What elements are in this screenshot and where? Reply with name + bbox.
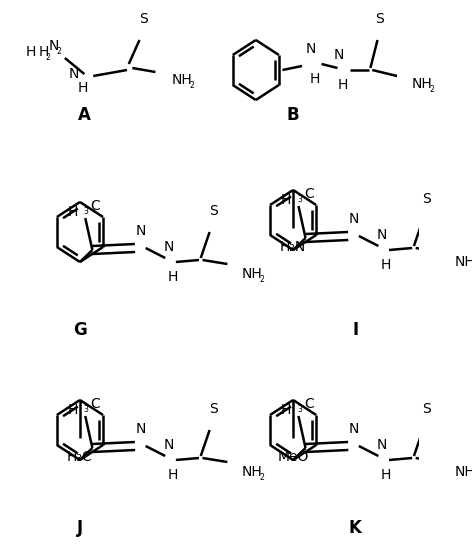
Text: C: C [304,187,313,201]
Text: H₃C: H₃C [67,450,93,464]
Text: NH: NH [455,465,472,479]
Text: NH: NH [455,255,472,269]
Text: H: H [68,403,78,417]
Text: S: S [209,402,218,416]
Text: $_2$: $_2$ [56,46,62,58]
Text: NH: NH [242,465,262,479]
Text: $_2$: $_2$ [260,472,266,484]
Text: C: C [91,397,101,411]
Text: $_3$: $_3$ [297,404,303,416]
Text: H: H [39,45,49,59]
Text: $_2$: $_2$ [429,84,435,96]
Text: N: N [377,228,387,242]
Text: $_3$: $_3$ [84,206,90,218]
Text: N: N [348,422,359,436]
Text: N: N [135,224,145,238]
Text: G: G [73,321,87,339]
Text: N: N [334,48,345,62]
Text: H: H [281,403,291,417]
Text: H: H [380,258,391,272]
Text: NH: NH [171,73,192,87]
Text: N: N [164,438,174,452]
Text: $_3$: $_3$ [297,194,303,206]
Text: NH: NH [242,267,262,281]
Text: I: I [352,321,358,339]
Text: H: H [68,205,78,219]
Text: J: J [77,519,83,537]
Text: S: S [422,192,431,206]
Text: N: N [135,422,145,436]
Text: MeO: MeO [278,450,309,464]
Text: S: S [375,12,384,26]
Text: $_2$: $_2$ [189,80,195,92]
Text: N: N [306,42,316,56]
Text: A: A [78,106,91,124]
Text: N: N [69,67,79,81]
Text: B: B [287,106,299,124]
Text: N: N [49,39,59,53]
Text: H: H [167,270,177,284]
Text: H: H [309,72,320,86]
Text: C: C [304,397,313,411]
Text: K: K [349,519,362,537]
Text: H: H [167,468,177,482]
Text: H₂N: H₂N [280,240,306,254]
Text: N: N [377,438,387,452]
Text: S: S [139,12,147,26]
Text: NH: NH [411,77,432,91]
Text: S: S [209,204,218,218]
Text: $_3$: $_3$ [84,404,90,416]
Text: N: N [164,240,174,254]
Text: H: H [26,45,36,59]
Text: $_2$: $_2$ [260,274,266,286]
Text: H: H [77,81,88,95]
Text: $_2$: $_2$ [45,52,51,64]
Text: C: C [91,199,101,213]
Text: S: S [422,402,431,416]
Text: H: H [380,468,391,482]
Text: N: N [348,212,359,226]
Text: H: H [337,78,348,92]
Text: H: H [281,193,291,207]
